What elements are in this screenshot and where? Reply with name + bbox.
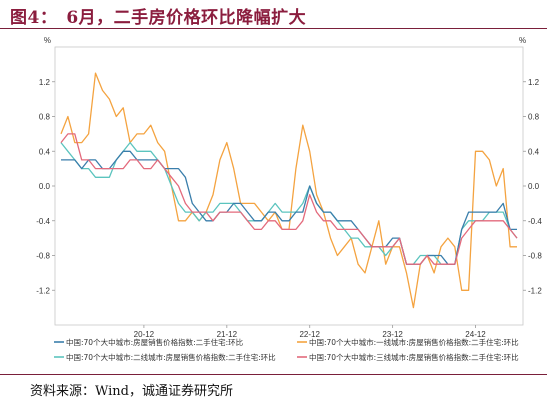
- x-tick-label: 23-12: [382, 330, 403, 339]
- x-tick-label: 21-12: [217, 330, 238, 339]
- series-line-1: [61, 150, 517, 265]
- left-y-tick-label: 0.0: [39, 182, 51, 191]
- series-line-4: [60, 133, 518, 265]
- legend: 中国:70个大中城市:房屋销售价格指数:二手住宅:环比 中国:70个大中城市:一线…: [54, 337, 519, 362]
- x-tick-label: 20-12: [134, 330, 155, 339]
- left-y-tick-label: -0.4: [36, 217, 50, 226]
- right-y-tick-label: 0.4: [528, 147, 540, 156]
- figure-title: 图4： 6月，二手房价格环比降幅扩大: [10, 8, 307, 28]
- right-y-axis: % 1.2 0.8 0.4 0.0 -0.4 -0.8 -1.2: [519, 36, 542, 295]
- right-y-tick-label: 0.8: [528, 113, 540, 122]
- right-y-tick-label: -1.2: [528, 286, 542, 295]
- plot-area-frame: [54, 46, 524, 326]
- right-y-tick-label: -0.8: [528, 252, 542, 261]
- left-y-tick-label: 0.4: [39, 147, 51, 156]
- left-y-tick-label: -1.2: [36, 286, 50, 295]
- left-y-tick-label: 0.8: [39, 113, 51, 122]
- title-rule: [0, 28, 547, 29]
- source-rule: [0, 374, 547, 375]
- legend-label-3: 中国:70个大中城市:二线城市:房屋销售价格指数:二手住宅:环比: [66, 352, 276, 362]
- x-tick-label: 22-12: [299, 330, 320, 339]
- legend-label-1: 中国:70个大中城市:房屋销售价格指数:二手住宅:环比: [66, 337, 244, 347]
- source-note: 资料来源：Wind，诚通证券研究所: [30, 384, 233, 399]
- left-y-axis: % 1.2 0.8 0.4 0.0 -0.4 -0.8 -1.2: [36, 36, 55, 295]
- right-y-tick-label: 0.0: [528, 182, 540, 191]
- x-axis: 20-12 21-12 22-12 23-12 24-12: [134, 325, 486, 339]
- right-y-tick-label: 1.2: [528, 78, 540, 87]
- legend-label-4: 中国:70个大中城市:三线城市:房屋销售价格指数:二手住宅:环比: [309, 352, 519, 362]
- series-line-2: [60, 72, 517, 309]
- line-chart: % 1.2 0.8 0.4 0.0 -0.4 -0.8 -1.2 % 1.2 0.8 0.4 0.0 -…: [36, 36, 542, 362]
- right-unit-label: %: [519, 36, 526, 45]
- x-tick-label: 24-12: [465, 330, 486, 339]
- series-lines: [60, 72, 518, 309]
- legend-label-2: 中国:70个大中城市:一线城市:房屋销售价格指数:二手住宅:环比: [309, 337, 519, 347]
- left-y-tick-label: 1.2: [39, 78, 51, 87]
- right-y-tick-label: -0.4: [528, 217, 542, 226]
- left-unit-label: %: [44, 36, 51, 45]
- left-y-tick-label: -0.8: [36, 252, 50, 261]
